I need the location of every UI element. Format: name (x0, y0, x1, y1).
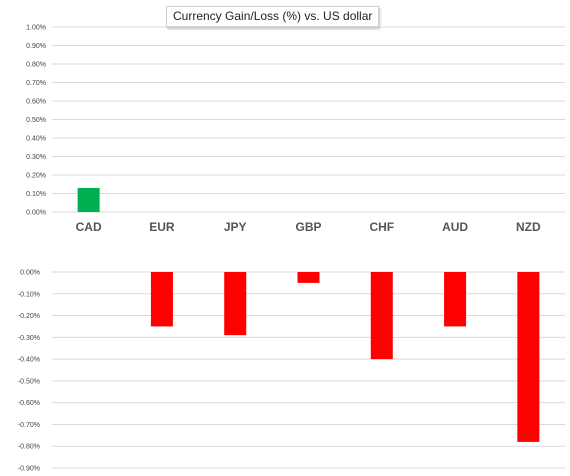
bottom-tick-label: 0.00% (20, 270, 40, 277)
top-tick-label: 0.40% (26, 136, 46, 143)
bar-cad (77, 187, 100, 212)
top-tick-label: 0.50% (26, 117, 46, 124)
category-label: NZD (516, 220, 541, 234)
category-label: CAD (76, 220, 102, 234)
bar-eur (150, 272, 173, 327)
top-tick-label: 1.00% (26, 25, 46, 32)
category-label: GBP (295, 220, 321, 234)
bar-aud (444, 272, 467, 327)
bottom-tick-label: -0.30% (18, 335, 40, 342)
bottom-tick-label: -0.70% (18, 422, 40, 429)
bottom-tick-label: -0.80% (18, 444, 40, 451)
bar-chf (370, 272, 393, 360)
bottom-tick-label: -0.60% (18, 400, 40, 407)
bar-jpy (224, 272, 247, 336)
top-tick-label: 0.10% (26, 191, 46, 198)
top-tick-label: 0.30% (26, 154, 46, 161)
top-tick-label: 0.80% (26, 62, 46, 69)
category-label: JPY (224, 220, 247, 234)
top-tick-label: 0.70% (26, 80, 46, 87)
top-tick-label: 0.20% (26, 173, 46, 180)
bottom-tick-label: -0.20% (18, 313, 40, 320)
bar-gbp (297, 272, 320, 283)
category-label: EUR (149, 220, 175, 234)
category-label: AUD (442, 220, 468, 234)
bar-nzd (517, 272, 540, 442)
top-tick-label: 0.90% (26, 43, 46, 50)
bottom-tick-label: -0.90% (18, 466, 40, 473)
top-tick-label: 0.00% (26, 210, 46, 217)
category-label: CHF (369, 220, 394, 234)
bottom-tick-label: -0.50% (18, 378, 40, 385)
bottom-tick-label: -0.10% (18, 291, 40, 298)
top-tick-label: 0.60% (26, 99, 46, 106)
bottom-tick-label: -0.40% (18, 357, 40, 364)
chart-title: Currency Gain/Loss (%) vs. US dollar (166, 6, 380, 27)
